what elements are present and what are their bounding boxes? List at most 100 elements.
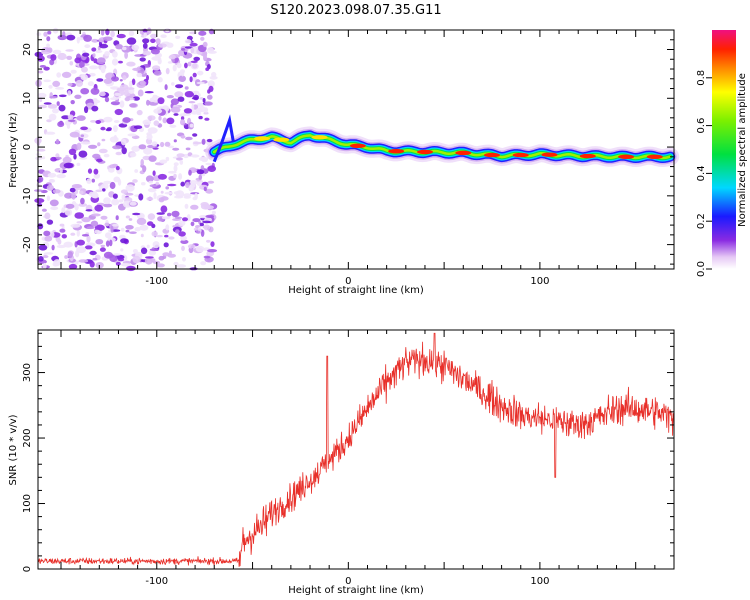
noise-blob <box>196 169 205 175</box>
noise-blob <box>71 184 82 189</box>
noise-blob <box>132 255 141 264</box>
noise-blob <box>95 239 104 245</box>
noise-blob <box>113 125 118 133</box>
spectrogram-xlabel: Height of straight line (km) <box>288 285 424 296</box>
noise-blob <box>43 31 48 37</box>
noise-blob <box>110 30 115 38</box>
noise-blob <box>93 173 101 179</box>
noise-blob <box>95 189 103 193</box>
y-tick-label: -20 <box>22 236 33 252</box>
spectrogram-ylabel: Frequency (Hz) <box>8 112 19 188</box>
noise-blob <box>90 87 100 95</box>
noise-blob <box>126 265 136 272</box>
noise-blob <box>182 217 188 222</box>
noise-blob <box>150 33 158 39</box>
noise-blob <box>173 191 181 195</box>
noise-blob <box>166 95 174 99</box>
noise-blob <box>102 36 113 42</box>
noise-blob <box>144 91 154 94</box>
noise-blob <box>100 215 108 220</box>
noise-blob <box>124 87 135 90</box>
noise-blob <box>104 222 110 227</box>
noise-blob <box>131 145 141 152</box>
noise-blob <box>49 199 59 207</box>
noise-blob <box>70 100 75 105</box>
noise-blob <box>195 230 201 234</box>
noise-blob <box>202 52 208 59</box>
noise-blob <box>68 263 78 270</box>
noise-blob <box>183 193 192 198</box>
noise-blob <box>192 90 200 94</box>
noise-blob <box>76 221 83 224</box>
y-tick-label: 300 <box>22 363 33 382</box>
signal-hot-spot <box>311 135 328 140</box>
noise-blob <box>136 217 147 225</box>
signal-hot-spot <box>618 154 635 159</box>
noise-blob <box>144 257 153 265</box>
noise-blob <box>65 49 74 52</box>
noise-blob <box>111 76 119 82</box>
noise-blob <box>59 228 66 233</box>
noise-blob <box>66 34 76 41</box>
noise-blob <box>167 170 177 174</box>
noise-blob <box>103 78 113 84</box>
noise-blob <box>55 153 60 158</box>
noise-blob <box>37 55 45 62</box>
noise-blob <box>142 42 148 49</box>
noise-blob <box>142 38 150 44</box>
noise-blob <box>87 168 93 174</box>
noise-blob <box>143 32 147 38</box>
noise-blob <box>192 141 203 145</box>
noise-blob <box>192 196 198 201</box>
noise-blob <box>147 115 156 121</box>
noise-blob <box>184 62 188 69</box>
noise-blob <box>94 204 104 212</box>
noise-blob <box>52 189 61 194</box>
noise-blob <box>150 38 156 44</box>
noise-blob <box>191 103 195 111</box>
noise-blob <box>115 151 123 156</box>
noise-blob <box>142 50 151 56</box>
noise-blob <box>121 147 127 155</box>
noise-blob <box>175 84 184 89</box>
noise-blob <box>48 179 56 183</box>
signal-hot-spot <box>541 152 558 157</box>
y-tick-label: 100 <box>22 494 33 513</box>
noise-blob <box>176 153 185 158</box>
noise-blob <box>139 80 146 86</box>
noise-blob <box>119 79 123 82</box>
noise-blob <box>203 255 211 259</box>
noise-blob <box>76 115 86 121</box>
noise-blob <box>132 96 140 101</box>
noise-blob <box>145 175 154 183</box>
noise-blob <box>176 264 187 268</box>
noise-blob <box>165 156 170 162</box>
noise-blob <box>184 46 193 49</box>
snr-panel: -100 0 100 0 100 200 300 Height of straight li… <box>8 329 675 596</box>
noise-blob <box>97 142 101 147</box>
noise-blob <box>124 51 128 59</box>
noise-blob <box>79 156 88 160</box>
noise-blob <box>160 190 164 194</box>
noise-blob <box>67 114 74 120</box>
noise-blob <box>115 215 119 221</box>
noise-blob <box>101 138 106 142</box>
noise-blob <box>200 165 205 171</box>
noise-blob <box>89 261 95 268</box>
noise-blob <box>37 92 47 98</box>
noise-blob <box>82 52 90 57</box>
colorbar-tick-label: 0.4 <box>696 165 707 181</box>
noise-blob <box>173 162 179 167</box>
noise-blob <box>132 67 141 71</box>
noise-blob <box>195 245 205 253</box>
noise-blob <box>104 96 110 103</box>
noise-blob <box>167 61 173 64</box>
noise-blob <box>56 174 66 179</box>
noise-blob <box>55 138 60 145</box>
noise-blob <box>111 58 119 66</box>
noise-blob <box>149 248 160 251</box>
noise-blob <box>103 116 113 123</box>
noise-blob <box>183 108 193 114</box>
noise-blob <box>68 148 77 155</box>
noise-blob <box>80 126 88 131</box>
